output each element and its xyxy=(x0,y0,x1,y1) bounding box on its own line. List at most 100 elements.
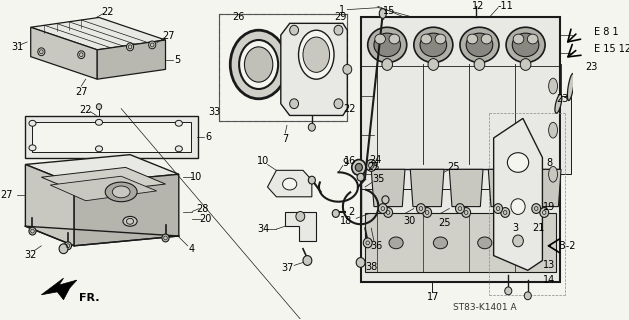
Ellipse shape xyxy=(64,242,72,250)
Bar xyxy=(219,13,347,121)
Ellipse shape xyxy=(455,204,464,213)
Ellipse shape xyxy=(29,145,36,151)
Text: 10: 10 xyxy=(191,172,203,182)
Text: 7: 7 xyxy=(282,134,288,144)
Text: E 15 12: E 15 12 xyxy=(594,44,629,54)
Text: 14: 14 xyxy=(543,275,555,285)
Text: -11: -11 xyxy=(498,1,513,11)
Ellipse shape xyxy=(513,34,524,44)
Polygon shape xyxy=(488,169,522,207)
Polygon shape xyxy=(31,27,97,79)
Polygon shape xyxy=(97,40,165,79)
Ellipse shape xyxy=(356,258,365,268)
Ellipse shape xyxy=(379,9,386,19)
Polygon shape xyxy=(31,18,165,50)
Polygon shape xyxy=(371,169,405,207)
Ellipse shape xyxy=(282,178,297,190)
Ellipse shape xyxy=(364,238,372,248)
Ellipse shape xyxy=(123,216,137,226)
Ellipse shape xyxy=(540,208,548,217)
Text: 25: 25 xyxy=(447,163,460,172)
Ellipse shape xyxy=(428,59,438,70)
Ellipse shape xyxy=(462,208,470,217)
Ellipse shape xyxy=(96,146,103,152)
Polygon shape xyxy=(74,174,179,246)
Bar xyxy=(25,116,198,157)
Ellipse shape xyxy=(520,59,531,70)
Ellipse shape xyxy=(366,160,377,171)
Text: 2: 2 xyxy=(348,206,355,217)
Ellipse shape xyxy=(352,160,366,175)
Text: 37: 37 xyxy=(282,263,294,273)
Ellipse shape xyxy=(78,51,85,59)
Ellipse shape xyxy=(357,173,364,181)
Ellipse shape xyxy=(303,256,312,265)
Ellipse shape xyxy=(532,204,541,213)
Ellipse shape xyxy=(296,212,304,221)
Text: 32: 32 xyxy=(25,250,37,260)
Ellipse shape xyxy=(343,65,352,74)
Ellipse shape xyxy=(382,59,392,70)
Ellipse shape xyxy=(239,40,278,89)
Text: 24: 24 xyxy=(369,155,382,164)
Ellipse shape xyxy=(379,204,387,213)
Ellipse shape xyxy=(374,33,401,57)
Text: 25: 25 xyxy=(368,163,380,172)
Text: 3: 3 xyxy=(513,223,519,233)
Ellipse shape xyxy=(433,237,447,249)
Polygon shape xyxy=(527,169,561,207)
Ellipse shape xyxy=(466,33,493,57)
Text: 38: 38 xyxy=(365,262,377,272)
Text: 4: 4 xyxy=(189,244,195,254)
Text: 6: 6 xyxy=(205,132,211,142)
Text: 25: 25 xyxy=(438,218,451,228)
Ellipse shape xyxy=(332,210,339,217)
Ellipse shape xyxy=(96,119,103,125)
Ellipse shape xyxy=(423,208,431,217)
Ellipse shape xyxy=(308,123,315,131)
Ellipse shape xyxy=(435,34,446,44)
Ellipse shape xyxy=(59,244,68,254)
Text: 10: 10 xyxy=(257,156,269,165)
Text: 26: 26 xyxy=(232,12,245,22)
Bar xyxy=(365,213,556,272)
Text: 29: 29 xyxy=(334,12,347,22)
Ellipse shape xyxy=(527,34,538,44)
Ellipse shape xyxy=(355,164,362,171)
Ellipse shape xyxy=(567,74,574,100)
Text: ST83-K1401 A: ST83-K1401 A xyxy=(453,303,516,312)
Text: 8: 8 xyxy=(547,157,553,167)
Ellipse shape xyxy=(299,30,334,79)
Ellipse shape xyxy=(414,27,453,62)
Text: 34: 34 xyxy=(257,224,269,234)
Ellipse shape xyxy=(513,235,523,247)
Ellipse shape xyxy=(175,146,182,152)
Polygon shape xyxy=(42,278,77,300)
Text: 36: 36 xyxy=(370,241,382,251)
Text: 15: 15 xyxy=(383,5,395,16)
Ellipse shape xyxy=(290,25,299,35)
Ellipse shape xyxy=(148,41,156,49)
Text: 16: 16 xyxy=(344,156,356,165)
Ellipse shape xyxy=(375,34,386,44)
Ellipse shape xyxy=(548,166,557,182)
Bar xyxy=(33,122,191,152)
Ellipse shape xyxy=(460,27,499,62)
Text: 23: 23 xyxy=(585,62,598,72)
Ellipse shape xyxy=(105,182,137,202)
Ellipse shape xyxy=(494,204,503,213)
Text: 23: 23 xyxy=(556,94,568,104)
Polygon shape xyxy=(285,212,316,241)
Ellipse shape xyxy=(420,33,447,57)
Ellipse shape xyxy=(334,25,343,35)
Text: 27: 27 xyxy=(162,31,174,41)
Ellipse shape xyxy=(504,287,512,295)
Ellipse shape xyxy=(29,227,36,235)
Bar xyxy=(560,96,571,174)
Text: 22: 22 xyxy=(343,104,356,114)
Polygon shape xyxy=(494,118,542,270)
Ellipse shape xyxy=(29,120,36,126)
Ellipse shape xyxy=(477,237,492,249)
Text: 20: 20 xyxy=(199,214,211,224)
Polygon shape xyxy=(42,167,165,194)
